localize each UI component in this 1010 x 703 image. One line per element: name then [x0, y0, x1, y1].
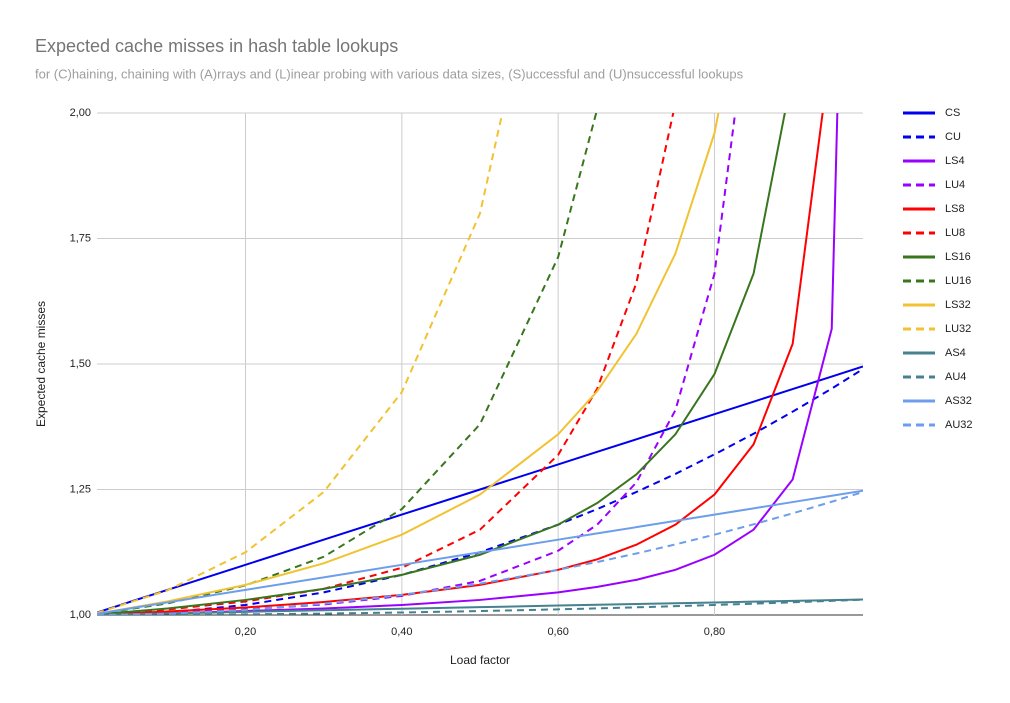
grid: 1,00 1,25 1,50 1,75 2,00 0,20 0,40 0,60 0,80: [70, 107, 863, 638]
series-line: [97, 113, 737, 615]
legend-label: LU16: [945, 275, 971, 287]
legend-label: LS16: [945, 251, 971, 263]
y-axis-label: Expected cache misses: [34, 301, 48, 427]
x-axis-label: Load factor: [450, 653, 510, 667]
x-tick-label: 0,20: [235, 626, 256, 638]
legend-label: AS4: [945, 347, 966, 359]
series-line: [97, 598, 863, 615]
series-line: [97, 491, 863, 615]
series-line: [97, 598, 863, 615]
y-tick-label: 2,00: [70, 107, 91, 119]
x-tick-label: 0,80: [704, 626, 725, 638]
chart-title: Expected cache misses in hash table look…: [35, 36, 398, 56]
legend-label: LS4: [945, 155, 965, 167]
y-tick-label: 1,25: [70, 483, 91, 495]
legend-label: LU8: [945, 227, 965, 239]
legend-label: LS8: [945, 203, 965, 215]
legend-label: LU32: [945, 323, 971, 335]
series-line: [97, 368, 863, 615]
legend: CS CU LS4 LU4 LS8 LU8 LS16 LU16 LS32 LU32 AS4 AU4 AS…: [903, 107, 973, 431]
legend-label: LU4: [945, 179, 965, 191]
plot-area: [97, 0, 863, 615]
x-tick-label: 0,40: [391, 626, 412, 638]
legend-label: AS32: [945, 395, 972, 407]
y-tick-label: 1,00: [70, 609, 91, 621]
series-line: [97, 113, 824, 615]
series-line: [97, 113, 720, 615]
legend-label: LS32: [945, 299, 971, 311]
series-line: [97, 113, 675, 615]
chart-subtitle: for (C)haining, chaining with (A)rrays a…: [35, 66, 744, 81]
series-line: [97, 113, 839, 615]
legend-label: CU: [945, 131, 961, 143]
legend-label: CS: [945, 107, 960, 119]
legend-label: AU4: [945, 371, 966, 383]
x-tick-label: 0,60: [547, 626, 568, 638]
series-line: [97, 113, 786, 615]
y-tick-label: 1,75: [70, 232, 91, 244]
series-line: [97, 489, 863, 615]
series-line: [97, 365, 863, 614]
legend-label: AU32: [945, 419, 973, 431]
series-line: [97, 113, 598, 615]
series-line: [97, 0, 863, 613]
y-tick-label: 1,50: [70, 358, 91, 370]
